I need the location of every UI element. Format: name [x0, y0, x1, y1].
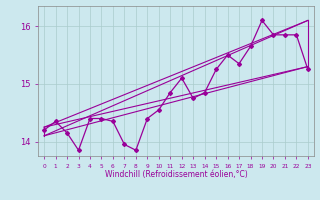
X-axis label: Windchill (Refroidissement éolien,°C): Windchill (Refroidissement éolien,°C) [105, 170, 247, 179]
